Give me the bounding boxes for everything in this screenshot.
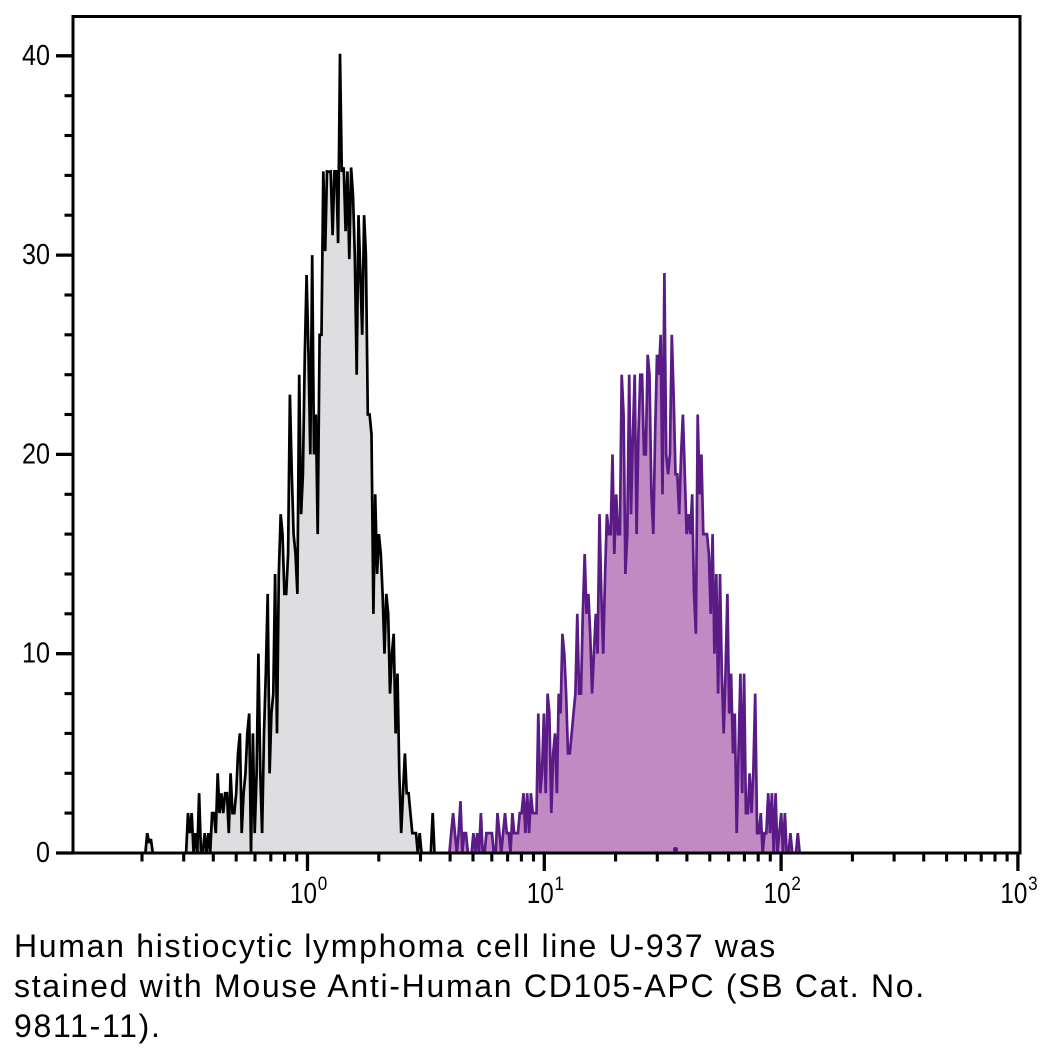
svg-text:20: 20 [22, 438, 50, 470]
svg-text:0: 0 [36, 837, 50, 869]
svg-text:0: 0 [318, 874, 328, 895]
svg-text:3: 3 [1028, 874, 1038, 895]
svg-text:30: 30 [22, 239, 50, 271]
svg-text:1: 1 [555, 874, 565, 895]
svg-text:40: 40 [22, 40, 50, 72]
svg-text:10: 10 [527, 878, 554, 910]
svg-text:10: 10 [22, 638, 50, 670]
svg-text:10: 10 [764, 878, 791, 910]
svg-text:2: 2 [791, 874, 801, 895]
svg-text:10: 10 [290, 878, 317, 910]
svg-text:10: 10 [1000, 878, 1027, 910]
